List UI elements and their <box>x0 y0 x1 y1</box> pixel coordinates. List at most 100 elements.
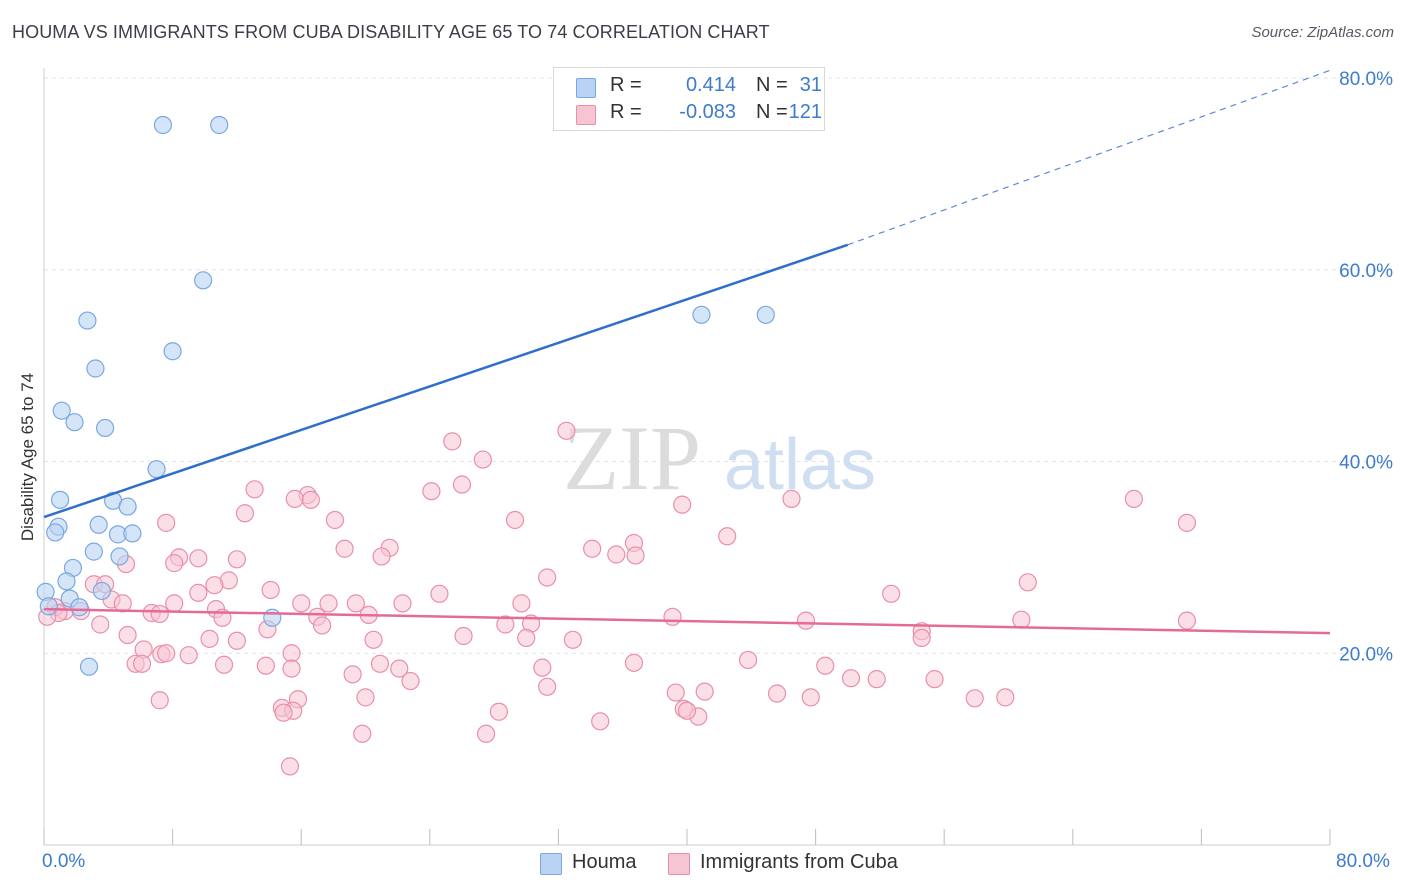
cuba-point <box>517 628 536 648</box>
cuba-point <box>1012 610 1031 629</box>
cuba-point <box>179 646 198 665</box>
houma-point <box>163 342 182 361</box>
houma-point <box>153 115 173 135</box>
houma-point <box>95 418 115 438</box>
cuba-point <box>393 594 412 613</box>
cuba-point <box>801 688 820 707</box>
cuba-point <box>557 421 576 440</box>
cuba-point <box>912 628 931 648</box>
cuba-point <box>841 669 861 688</box>
cuba-point <box>189 583 208 602</box>
cuba-point <box>738 650 758 670</box>
y-tick-label: 60.0% <box>1339 261 1393 282</box>
cuba-point <box>767 684 787 703</box>
cuba-point <box>673 495 692 514</box>
y-tick-label: 80.0% <box>1339 69 1393 90</box>
cuba-point <box>256 656 275 675</box>
cuba-point <box>353 724 372 743</box>
cuba-n-value: 121 <box>788 101 822 123</box>
cuba-point <box>292 594 311 613</box>
houma-point <box>70 598 89 617</box>
cuba-point <box>364 630 383 649</box>
cuba-r-label: R = <box>610 101 642 123</box>
cuba-point <box>150 691 169 710</box>
cuba-point <box>335 539 354 558</box>
y-axis-label: Disability Age 65 to 74 <box>18 372 37 542</box>
cuba-point <box>489 702 509 721</box>
houma-point <box>194 271 213 290</box>
y-tick-label: 20.0% <box>1339 644 1393 665</box>
cuba-point <box>285 489 304 508</box>
correlation-legend: R = 0.414 N = 31 R = -0.083 N = 121 <box>553 67 825 131</box>
cuba-point <box>227 550 246 569</box>
cuba-point <box>782 489 801 508</box>
cuba-point <box>796 611 816 630</box>
x-tick-label-min: 0.0% <box>42 851 86 872</box>
houma-point <box>756 305 775 324</box>
houma-point <box>65 413 84 432</box>
cuba-point <box>372 547 391 566</box>
cuba-point <box>235 504 255 523</box>
houma-point <box>110 547 129 566</box>
cuba-point <box>200 629 219 648</box>
cuba-point <box>925 670 944 689</box>
houma-point <box>78 311 97 330</box>
houma-point <box>89 515 108 534</box>
houma-legend-label: Houma <box>572 851 637 873</box>
cuba-point <box>280 757 300 776</box>
houma-point <box>86 359 105 378</box>
cuba-point <box>583 539 602 558</box>
cuba-trendline <box>43 607 1331 635</box>
cuba-point <box>422 482 441 501</box>
cuba-point <box>695 682 714 701</box>
axes <box>43 68 1331 846</box>
cuba-point <box>325 510 345 530</box>
cuba-point <box>454 626 473 646</box>
cuba-point <box>261 580 280 600</box>
y-tick-label: 40.0% <box>1339 453 1393 474</box>
cuba-point <box>214 655 234 674</box>
cuba-n-label: N = <box>756 101 788 123</box>
cuba-point <box>591 712 610 731</box>
cuba-point <box>346 594 365 613</box>
houma-point <box>50 490 70 509</box>
houma-n-value: 31 <box>799 74 822 96</box>
cuba-point <box>476 724 496 743</box>
cuba-point <box>666 683 685 702</box>
cuba-point <box>132 654 152 673</box>
cuba-point <box>370 654 390 673</box>
x-tick-label-max: 80.0% <box>1336 851 1390 872</box>
cuba-point <box>473 450 492 469</box>
gridlines <box>44 77 1392 654</box>
cuba-point <box>165 554 184 573</box>
houma-point <box>92 581 111 601</box>
cuba-point <box>343 665 362 684</box>
houma-trendline <box>43 243 849 519</box>
houma-point <box>57 572 76 591</box>
cuba-point <box>663 607 682 626</box>
cuba-r-value: -0.083 <box>679 101 736 123</box>
cuba-point <box>867 670 886 689</box>
cuba-point <box>965 689 984 708</box>
houma-point <box>84 542 103 561</box>
watermark-zip: ZIP <box>563 407 701 509</box>
source-label: Source: ZipAtlas.com <box>1251 24 1394 41</box>
cuba-swatch <box>576 105 596 125</box>
cuba-point <box>1018 573 1037 592</box>
cuba-point <box>452 475 472 494</box>
watermark-atlas: atlas <box>724 425 876 505</box>
houma-points <box>36 115 775 676</box>
cuba-point <box>301 490 320 509</box>
cuba-point <box>882 584 901 603</box>
houma-swatch <box>576 78 596 98</box>
cuba-point <box>677 701 697 720</box>
cuba-point <box>996 688 1015 707</box>
houma-point <box>210 115 229 135</box>
houma-point <box>263 608 282 627</box>
cuba-point <box>150 604 169 624</box>
houma-point <box>46 523 65 542</box>
cuba-point <box>227 631 246 650</box>
trendlines <box>43 69 1331 635</box>
cuba-point <box>282 644 301 663</box>
cuba-point <box>1177 611 1197 630</box>
